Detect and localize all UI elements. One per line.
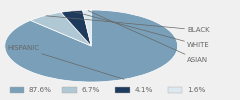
Text: 4.1%: 4.1% xyxy=(134,87,153,93)
Text: BLACK: BLACK xyxy=(46,16,210,33)
Wedge shape xyxy=(83,10,91,46)
FancyBboxPatch shape xyxy=(62,87,77,93)
FancyBboxPatch shape xyxy=(10,87,24,93)
Text: 6.7%: 6.7% xyxy=(82,87,100,93)
Wedge shape xyxy=(61,10,91,46)
Text: WHITE: WHITE xyxy=(73,11,210,48)
Text: HISPANIC: HISPANIC xyxy=(7,45,124,79)
Wedge shape xyxy=(5,10,178,82)
Text: ASIAN: ASIAN xyxy=(88,11,208,63)
Text: 87.6%: 87.6% xyxy=(29,87,52,93)
FancyBboxPatch shape xyxy=(168,87,182,93)
Text: 1.6%: 1.6% xyxy=(187,87,206,93)
Wedge shape xyxy=(30,12,91,46)
FancyBboxPatch shape xyxy=(115,87,130,93)
